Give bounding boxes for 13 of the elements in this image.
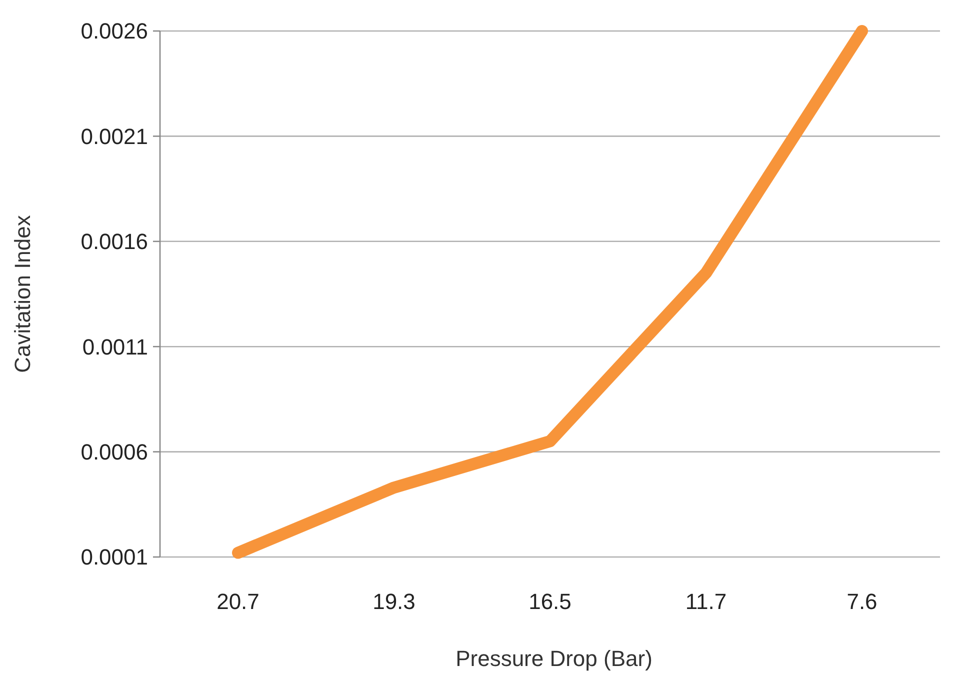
x-tick-label: 11.7 (685, 589, 727, 614)
x-tick-label: 19.3 (372, 589, 416, 614)
x-tick-label: 16.5 (528, 589, 572, 614)
x-tick-label: 20.7 (216, 589, 260, 614)
x-axis-title: Pressure Drop (Bar) (456, 646, 652, 671)
y-axis-title: Cavitation Index (10, 215, 35, 373)
y-tick-label: 0.0001 (80, 544, 148, 570)
y-tick-label: 0.0021 (80, 124, 148, 149)
y-tick-label: 0.0006 (80, 440, 148, 464)
x-tick-label: 7.6 (846, 589, 878, 614)
y-tick-label: 0.0026 (80, 18, 148, 44)
y-tick-label: 0.0016 (80, 229, 148, 254)
y-tick-label: 0.0011 (82, 334, 148, 360)
